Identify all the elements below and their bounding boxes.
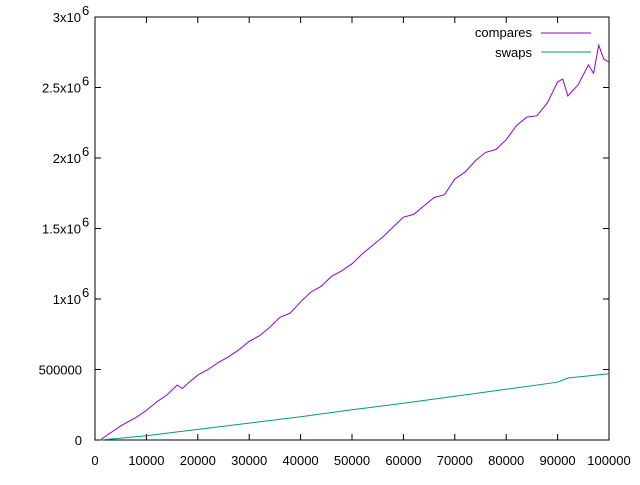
legend-label-swaps: swaps: [495, 45, 532, 60]
plot-frame: [94, 16, 610, 441]
x-tick-label: 10000: [128, 453, 164, 468]
y-tick-exponent: 6: [82, 74, 89, 89]
y-tick-exponent: 6: [82, 215, 89, 230]
x-tick-label: 70000: [437, 453, 473, 468]
y-tick-label: 1.5x10: [42, 222, 81, 237]
x-tick-label: 30000: [231, 453, 267, 468]
x-tick-label: 80000: [488, 453, 524, 468]
y-tick-label: 2x10: [53, 151, 81, 166]
legend: compares swaps: [475, 25, 591, 60]
y-tick-label: 2.5x10: [42, 81, 81, 96]
legend-label-compares: compares: [475, 25, 533, 40]
y-tick-exponent: 6: [82, 285, 89, 300]
x-tick-label: 20000: [180, 453, 216, 468]
series-lines: [99, 43, 610, 441]
x-tick-label: 60000: [385, 453, 421, 468]
y-tick-label: 3x10: [53, 10, 81, 25]
y-tick-label: 500000: [39, 363, 82, 378]
y-tick-exponent: 6: [82, 3, 89, 18]
y-tick-exponent: 6: [82, 144, 89, 159]
x-tick-label: 40000: [283, 453, 319, 468]
series-line-compares: [99, 43, 610, 441]
y-tick-label: 0: [75, 433, 82, 448]
x-tick-label: 100000: [587, 453, 630, 468]
y-tick-label: 1x10: [53, 292, 81, 307]
x-tick-label: 90000: [540, 453, 576, 468]
series-line-swaps: [100, 373, 610, 441]
x-tick-label: 0: [91, 453, 98, 468]
x-tick-label: 50000: [334, 453, 370, 468]
